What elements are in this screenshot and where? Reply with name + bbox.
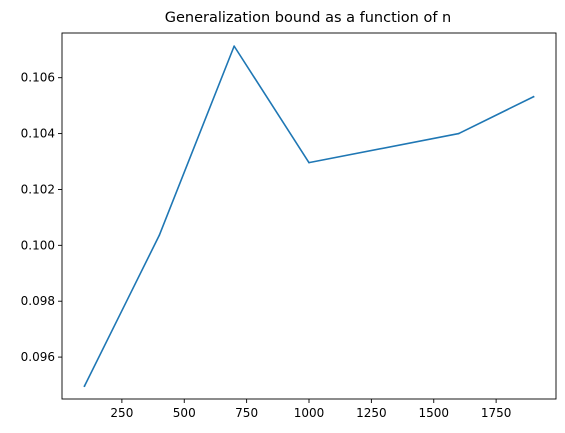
y-tick-label: 0.102 <box>21 182 55 196</box>
y-tick-label: 0.100 <box>21 238 55 252</box>
x-tick-label: 1500 <box>418 406 449 420</box>
chart-title: Generalization bound as a function of n <box>165 10 451 26</box>
data-point <box>532 95 535 98</box>
x-tick-label: 1000 <box>294 406 325 420</box>
y-tick-label: 0.104 <box>21 127 55 141</box>
plot-area: 250 500 750 1000 1250 1500 1750 0.096 0.098 0.100… <box>21 32 557 420</box>
axes-frame <box>61 32 557 400</box>
data-point <box>83 385 86 387</box>
series-line-0 <box>83 45 535 388</box>
x-tick-label: 500 <box>173 406 196 420</box>
y-tick-label: 0.106 <box>21 71 55 85</box>
data-point <box>457 132 460 135</box>
data-point <box>308 161 310 164</box>
x-tick-label: 1250 <box>356 406 387 420</box>
y-tick-label: 0.096 <box>21 350 55 364</box>
data-point <box>233 45 235 47</box>
y-tick-label: 0.098 <box>21 294 55 308</box>
x-tick-label: 1750 <box>481 406 512 420</box>
x-tick-label: 250 <box>110 406 133 420</box>
x-tick-label: 750 <box>235 406 258 420</box>
data-point <box>158 234 161 237</box>
